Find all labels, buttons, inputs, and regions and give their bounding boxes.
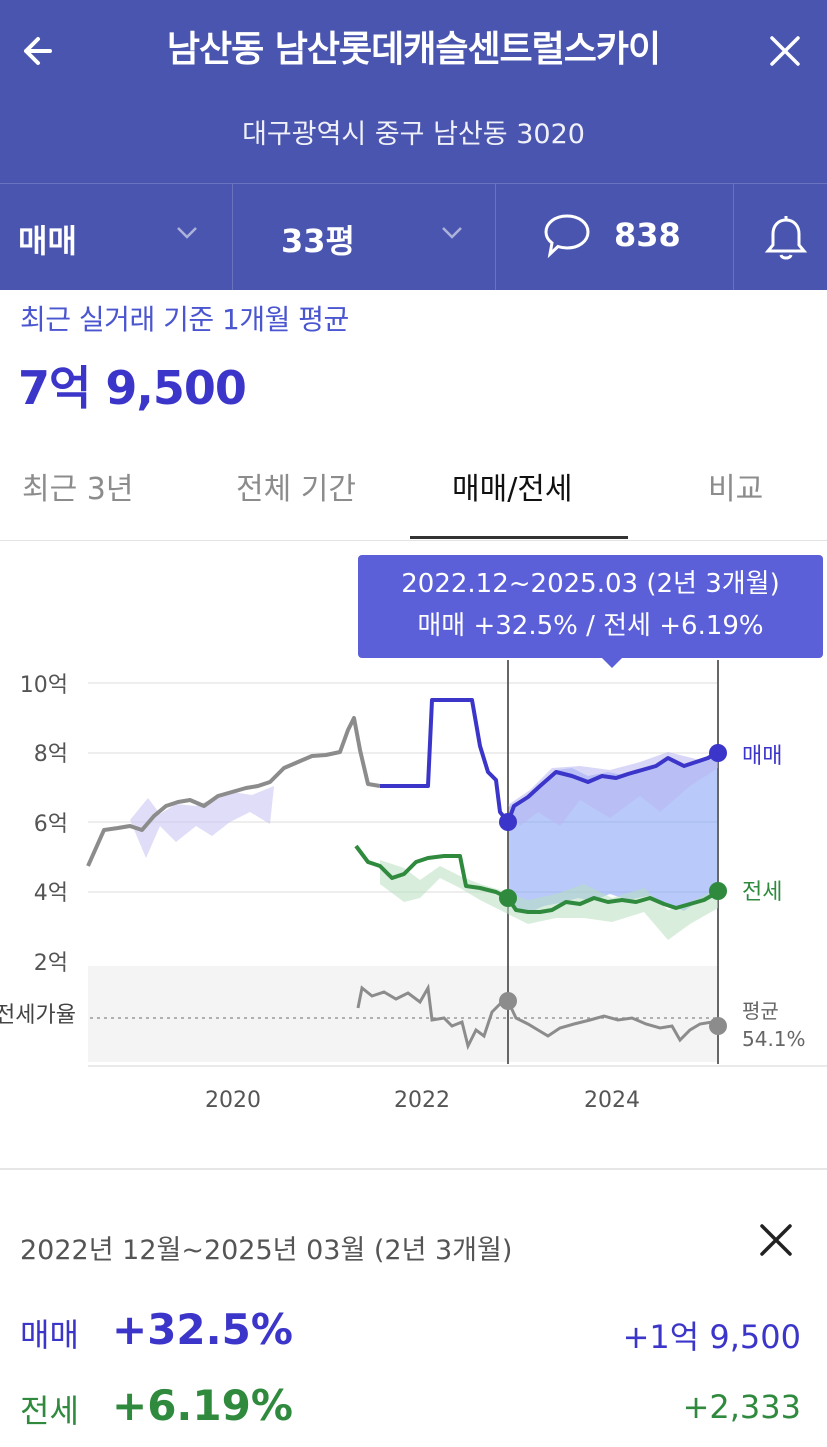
x-tick-label: 2024: [584, 1088, 640, 1113]
jeonse-start-marker: [499, 889, 517, 907]
tab-all-periods[interactable]: 전체 기간: [236, 472, 356, 507]
jeonse-series-label: 전세: [742, 880, 782, 905]
y-tick-label: 4억: [34, 881, 68, 906]
summary-row-amount-jeonse: +2,333: [682, 1388, 801, 1426]
tab-sale-jeonse[interactable]: 매매/전세: [452, 472, 573, 507]
bell-icon: [764, 216, 808, 260]
trade-type-select[interactable]: 매매: [0, 184, 233, 290]
sale-band: [508, 752, 718, 826]
y-tick-label: 6억: [34, 812, 68, 837]
sale-line: [380, 698, 720, 824]
ratio-label: 전세가율: [0, 1003, 76, 1028]
sale-start-marker: [499, 813, 517, 831]
tab-recent-3-years[interactable]: 최근 3년: [22, 472, 134, 507]
ratio-end-marker: [709, 1017, 727, 1035]
summary-row-label-sale: 매매: [20, 1316, 79, 1354]
jeonse-end-marker: [709, 882, 727, 900]
summary-row-amount-sale: +1억 9,500: [622, 1318, 801, 1356]
comments-button[interactable]: 838: [496, 184, 734, 290]
price-chart[interactable]: 10억 8억 6억 4억 2억 전세가율 매매 전세 평균 54.1% 2020…: [0, 0, 827, 1168]
ratio-avg-label: 평균: [742, 999, 779, 1023]
chart-tabs: 최근 3년 전체 기간 매매/전세 비교: [0, 440, 827, 541]
x-tick-label: 2020: [205, 1088, 261, 1113]
chevron-down-icon: [442, 227, 462, 239]
sale-history-band: [130, 786, 274, 858]
address-text: 대구광역시 중구 남산동 3020: [242, 119, 585, 150]
back-arrow-icon[interactable]: [14, 24, 68, 78]
summary-period: 2022년 12월~2025년 03월 (2년 3개월): [20, 1235, 513, 1266]
jeonse-ratio-line: [356, 983, 721, 1051]
comment-count: 838: [614, 216, 681, 254]
alert-button[interactable]: [734, 184, 827, 290]
size-value: 33평: [281, 222, 355, 260]
chevron-down-icon: [177, 227, 197, 239]
jeonse-ratio-panel: [88, 966, 718, 1062]
sale-history-line: [86, 716, 381, 867]
divider: [0, 1168, 827, 1170]
app-header: 남산동 남산롯데캐슬센트럴스카이 대구광역시 중구 남산동 3020: [0, 0, 827, 183]
sale-end-marker: [709, 744, 727, 762]
speech-bubble-icon: [544, 214, 590, 258]
page-title: 남산동 남산롯데캐슬센트럴스카이: [166, 29, 661, 70]
close-icon[interactable]: [758, 24, 812, 78]
price-basis-label: 최근 실거래 기준 1개월 평균: [20, 303, 349, 336]
filter-bar: 매매 33평 838: [0, 183, 827, 290]
tooltip-pointer: [600, 656, 624, 668]
tab-compare[interactable]: 비교: [708, 472, 764, 507]
ratio-avg-value: 54.1%: [742, 1027, 806, 1051]
y-tick-label: 10억: [20, 673, 68, 698]
summary-row-pct-jeonse: +6.19%: [112, 1381, 293, 1430]
tooltip-period: 2022.12~2025.03 (2년 3개월): [401, 569, 780, 599]
x-tick-label: 2022: [394, 1088, 450, 1113]
active-tab-indicator: [410, 536, 628, 539]
average-price: 7억 9,500: [18, 361, 247, 415]
size-select[interactable]: 33평: [233, 184, 496, 290]
range-tooltip: 2022.12~2025.03 (2년 3개월) 매매 +32.5% / 전세 …: [358, 555, 823, 658]
y-tick-label: 2억: [34, 951, 68, 976]
close-icon[interactable]: [756, 1220, 796, 1260]
summary-row-label-jeonse: 전세: [20, 1392, 79, 1430]
ratio-start-marker: [499, 992, 517, 1010]
sale-series-label: 매매: [742, 744, 782, 769]
tooltip-change: 매매 +32.5% / 전세 +6.19%: [417, 611, 764, 641]
jeonse-line: [354, 844, 719, 914]
y-tick-label: 8억: [34, 742, 68, 767]
trade-type-value: 매매: [18, 222, 77, 260]
summary-row-pct-sale: +32.5%: [112, 1305, 293, 1354]
